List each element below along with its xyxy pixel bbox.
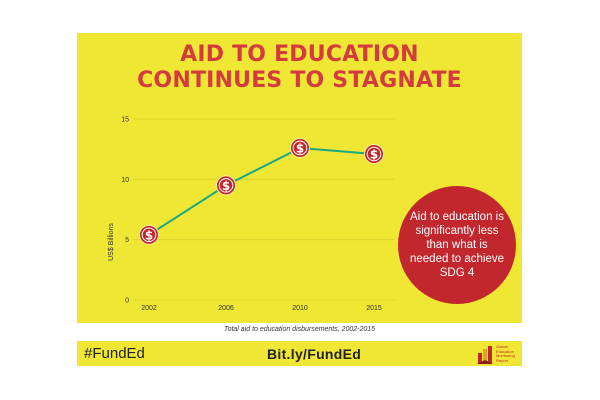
fund-ed-link[interactable]: Bit.ly/FundEd: [267, 346, 362, 362]
dollar-icon: $: [296, 141, 304, 155]
grid-lines: [133, 118, 395, 301]
data-point-marker: $: [364, 143, 384, 164]
x-tick-label: 2010: [292, 305, 308, 312]
logo-line: Global: [496, 344, 508, 349]
title-line-1: AID TO EDUCATION: [180, 42, 419, 67]
gem-report-logo-icon: [477, 346, 493, 364]
y-tick-labels: 0 5 10 15: [121, 117, 129, 305]
y-tick-label: 0: [125, 298, 129, 305]
logo-line: Education: [496, 348, 514, 354]
series-line: [148, 146, 375, 236]
callout-text: Aid to education is significantly less t…: [410, 211, 504, 279]
dollar-icon: $: [222, 179, 230, 193]
title-line-2: CONTINUES TO STAGNATE: [137, 68, 462, 93]
callout-circle: Aid to education is significantly less t…: [398, 186, 516, 304]
x-tick-label: 2002: [141, 305, 157, 312]
chart-title: AID TO EDUCATION CONTINUES TO STAGNATE: [77, 42, 522, 94]
y-tick-label: 10: [121, 177, 129, 184]
dollar-icon: $: [370, 147, 378, 161]
y-axis-label: US$ Billions: [108, 223, 115, 261]
chart-caption: Total aid to education disbursements, 20…: [77, 324, 522, 342]
data-point-marker: $: [290, 137, 310, 158]
data-point-marker: $: [139, 224, 159, 245]
y-tick-label: 5: [125, 237, 129, 244]
x-tick-labels: 2002 2006 2010 2015: [141, 305, 382, 312]
data-point-marker: $: [216, 175, 236, 196]
logo-line: Monitoring: [496, 353, 515, 358]
dollar-icon: $: [145, 228, 153, 242]
y-tick-label: 15: [121, 117, 129, 124]
data-markers: $ $ $ $: [139, 137, 384, 245]
x-tick-label: 2015: [366, 305, 382, 312]
hashtag: #FundEd: [84, 345, 145, 362]
x-tick-label: 2006: [218, 305, 234, 312]
footer-bar: [77, 341, 522, 366]
gem-report-logo-text: Global Education Monitoring Report: [496, 344, 522, 363]
logo-line: Report: [496, 357, 509, 363]
